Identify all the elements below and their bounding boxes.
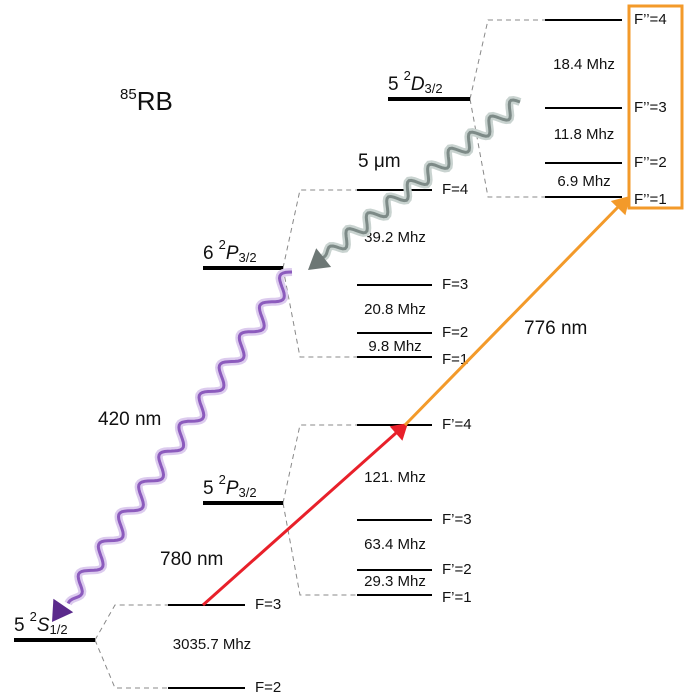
splitting-label: 11.8 Mhz [554,126,615,143]
splitting-label: 6.9 Mhz [557,173,610,190]
sublevel-label: F’=1 [442,589,472,606]
arrow-head [610,196,630,216]
sublevel-label: F=3 [255,596,281,613]
sublevel-label: F’’=2 [634,154,667,171]
splitting-label: 121. Mhz [364,469,426,486]
arrow-head [308,248,332,270]
multiplicity: 2 [219,472,226,487]
transition-label: 5 μm [358,151,401,172]
sublevel-label: F=2 [255,679,281,695]
connector [282,424,357,596]
sublevel-label: F’=4 [442,416,472,433]
term-label: 5 2P3/2 [203,472,257,500]
term-label: 5 2D3/2 [388,68,443,96]
splitting-label: 20.8 Mhz [364,301,426,318]
connector [469,19,545,198]
sublevel-label: F’=2 [442,561,472,578]
transition-label: 776 nm [524,318,587,339]
sublevel-label: F’’=1 [634,191,667,208]
principal-n: 5 [14,615,25,636]
principal-n: 5 [203,478,214,499]
arrow-head [52,598,74,622]
sublevel-label: F=3 [442,276,468,293]
orbital: P [226,243,239,264]
orbital: P [226,478,239,499]
splitting-label: 3035.7 Mhz [173,636,251,653]
transition-label: 420 nm [98,409,161,430]
j-value: 3/2 [239,250,257,265]
sublevel-label: F=2 [442,324,468,341]
connector [282,189,357,358]
orbital: D [411,74,425,95]
multiplicity: 2 [404,68,411,83]
multiplicity: 2 [219,237,226,252]
term-label: 6 2P3/2 [203,237,257,265]
multiplicity: 2 [30,609,37,624]
transition-label: 780 nm [160,549,223,570]
sublevel-label: F’’=3 [634,99,667,116]
laser-780nm [202,423,406,607]
connector [94,604,168,689]
photon-420nm [66,270,293,605]
laser-776nm [403,203,622,427]
term-label: 5 2S1/2 [14,609,68,637]
principal-n: 6 [203,243,214,264]
splitting-label: 9.8 Mhz [368,338,421,355]
j-value: 3/2 [239,485,257,500]
element: RB [137,86,173,116]
orbital: S [37,615,50,636]
splitting-label: 29.3 Mhz [364,573,426,590]
j-value: 3/2 [425,81,443,96]
splitting-label: 39.2 Mhz [364,229,426,246]
splitting-label: 18.4 Mhz [553,56,615,73]
highlight-box [627,4,684,210]
sublevel-label: F’=3 [442,511,472,528]
mass-number: 85 [120,86,137,103]
sublevel-label: F=1 [442,351,468,368]
title: 85RB [120,86,173,116]
photon-5um [321,98,521,260]
arrow-head [389,423,408,441]
principal-n: 5 [388,74,399,95]
splitting-label: 63.4 Mhz [364,536,426,553]
j-value: 1/2 [50,622,68,637]
sublevel-label: F=4 [442,181,468,198]
sublevel-label: F’’=4 [634,11,667,28]
